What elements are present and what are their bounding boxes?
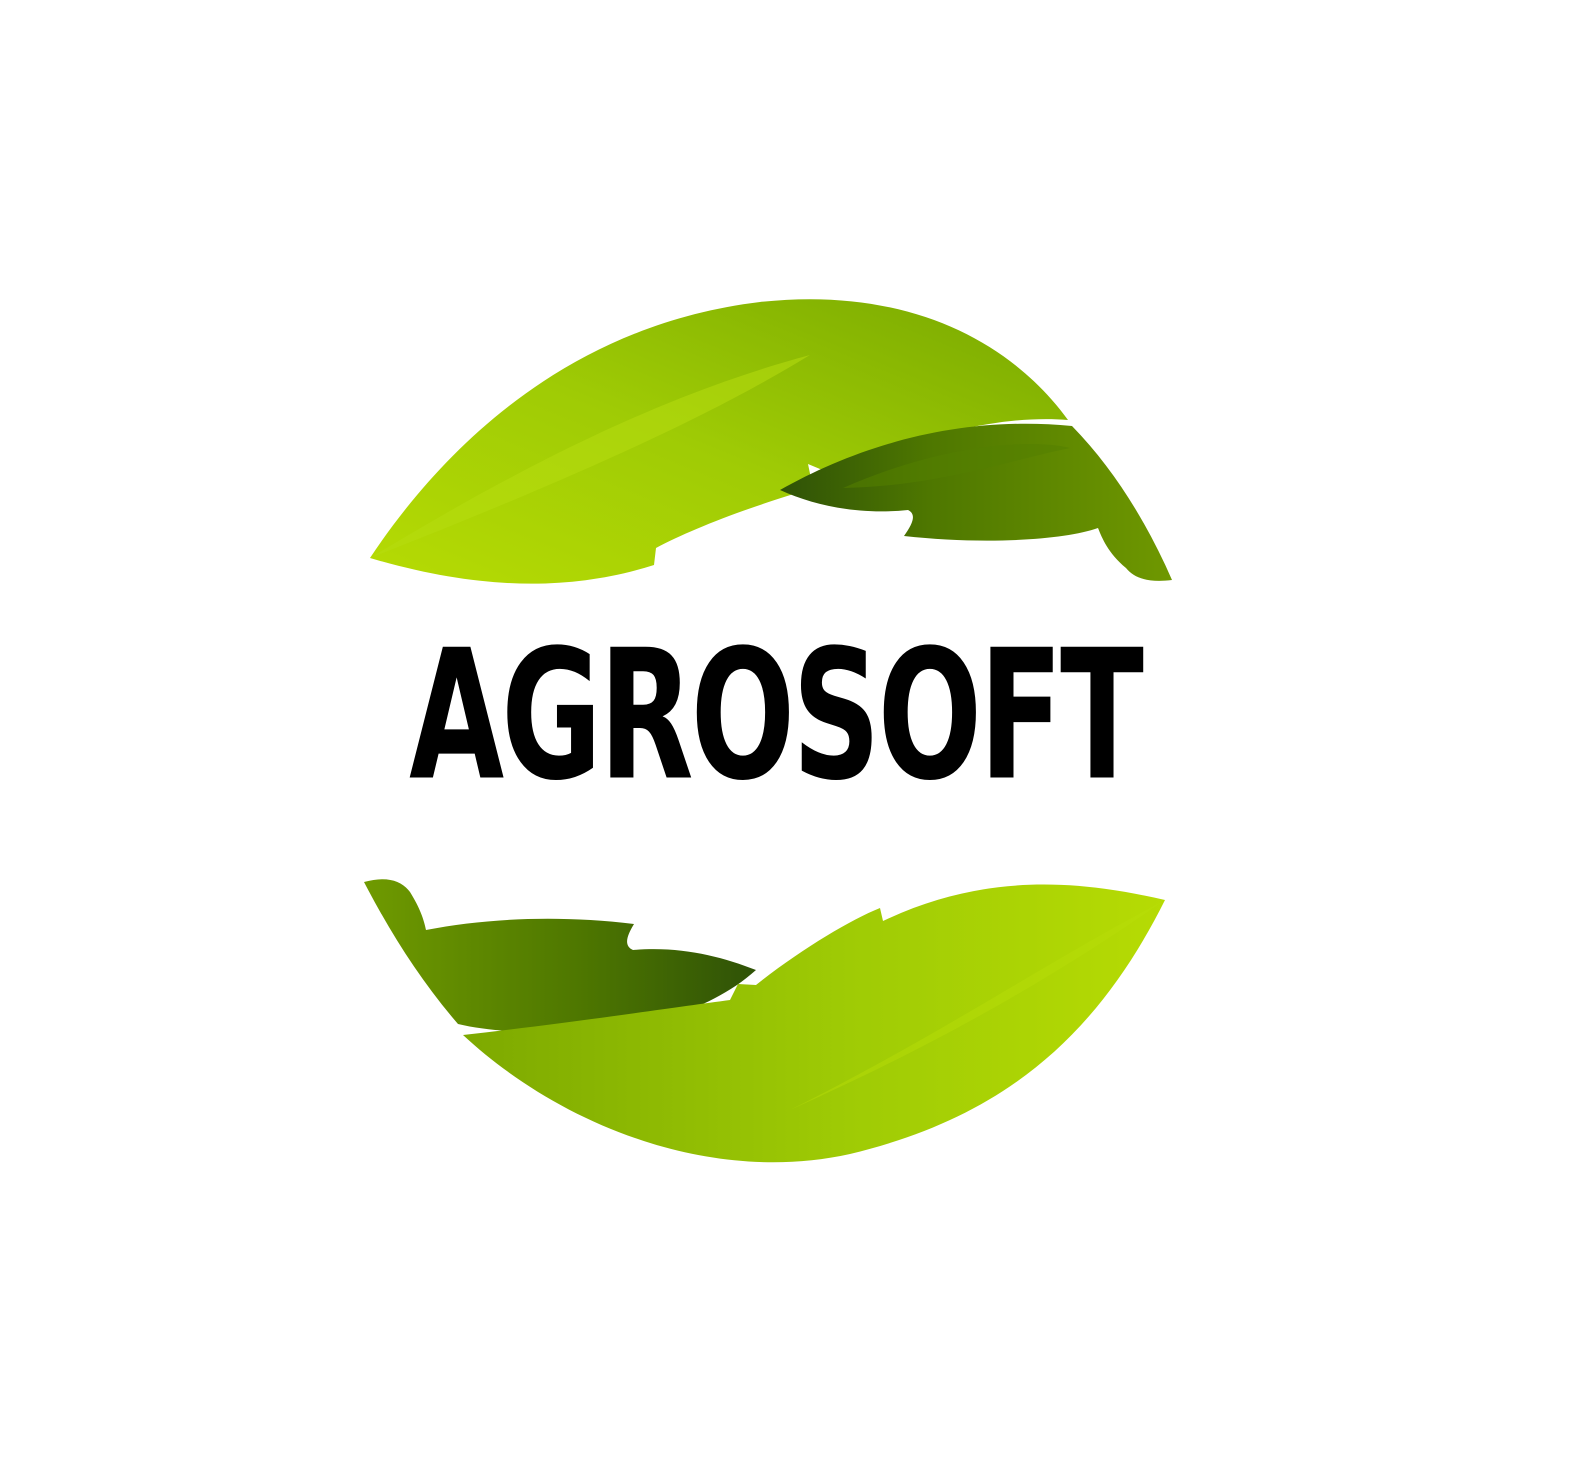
bottom-dark-leaf xyxy=(364,879,756,1033)
bottom-light-vein xyxy=(790,900,1165,1110)
agrosoft-wordmark: AGROSOFT xyxy=(409,612,1144,821)
top-light-vein xyxy=(370,355,810,558)
top-dark-leaf xyxy=(780,423,1172,581)
top-light-leaf xyxy=(370,299,1068,584)
top-dark-vein xyxy=(843,443,1070,488)
bottom-light-leaf xyxy=(463,884,1165,1163)
bottom-leaf-group xyxy=(364,879,1165,1163)
top-leaf-group xyxy=(370,299,1172,584)
